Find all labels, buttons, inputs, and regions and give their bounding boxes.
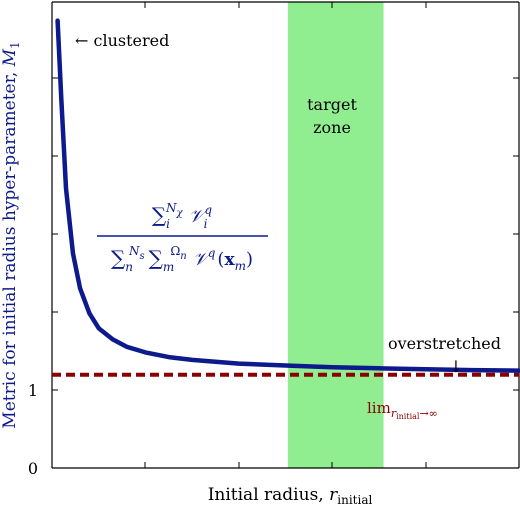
- series-line-metric: [55, 18, 520, 373]
- formula: ∑iNχ 𝒱iq ∑nNs ∑mΩn 𝒱q (xm): [97, 201, 268, 274]
- annotation-clustered: ← clustered: [75, 31, 169, 50]
- target-zone: [287, 2, 384, 468]
- annotation-overstretched-arrow: ↓: [449, 357, 462, 376]
- x-axis-title: Initial radius, rinitial: [208, 485, 373, 507]
- x-tick-marks: [144, 2, 427, 468]
- y-axis-title: Metric for initial radius hyper-paramete…: [0, 41, 22, 428]
- formula-numerator: ∑iNχ 𝒱iq: [152, 201, 213, 231]
- y-tick-label-0: 0: [28, 459, 38, 478]
- target-zone-label-line1: target: [307, 95, 357, 114]
- limit-subsub: initial: [396, 412, 420, 421]
- limit-prefix: lim: [367, 399, 391, 417]
- target-zone-label-line2: zone: [313, 118, 351, 137]
- y-tick-label-1: 1: [28, 381, 38, 400]
- annotation-limit: limrinitial→∞: [367, 399, 438, 421]
- annotation-overstretched: overstretched: [388, 334, 501, 353]
- formula-denominator: ∑nNs ∑mΩn 𝒱q (xm): [111, 244, 253, 274]
- limit-sub: r: [391, 407, 397, 420]
- limit-suffix: →∞: [419, 407, 437, 420]
- y-tick-marks: [52, 77, 519, 391]
